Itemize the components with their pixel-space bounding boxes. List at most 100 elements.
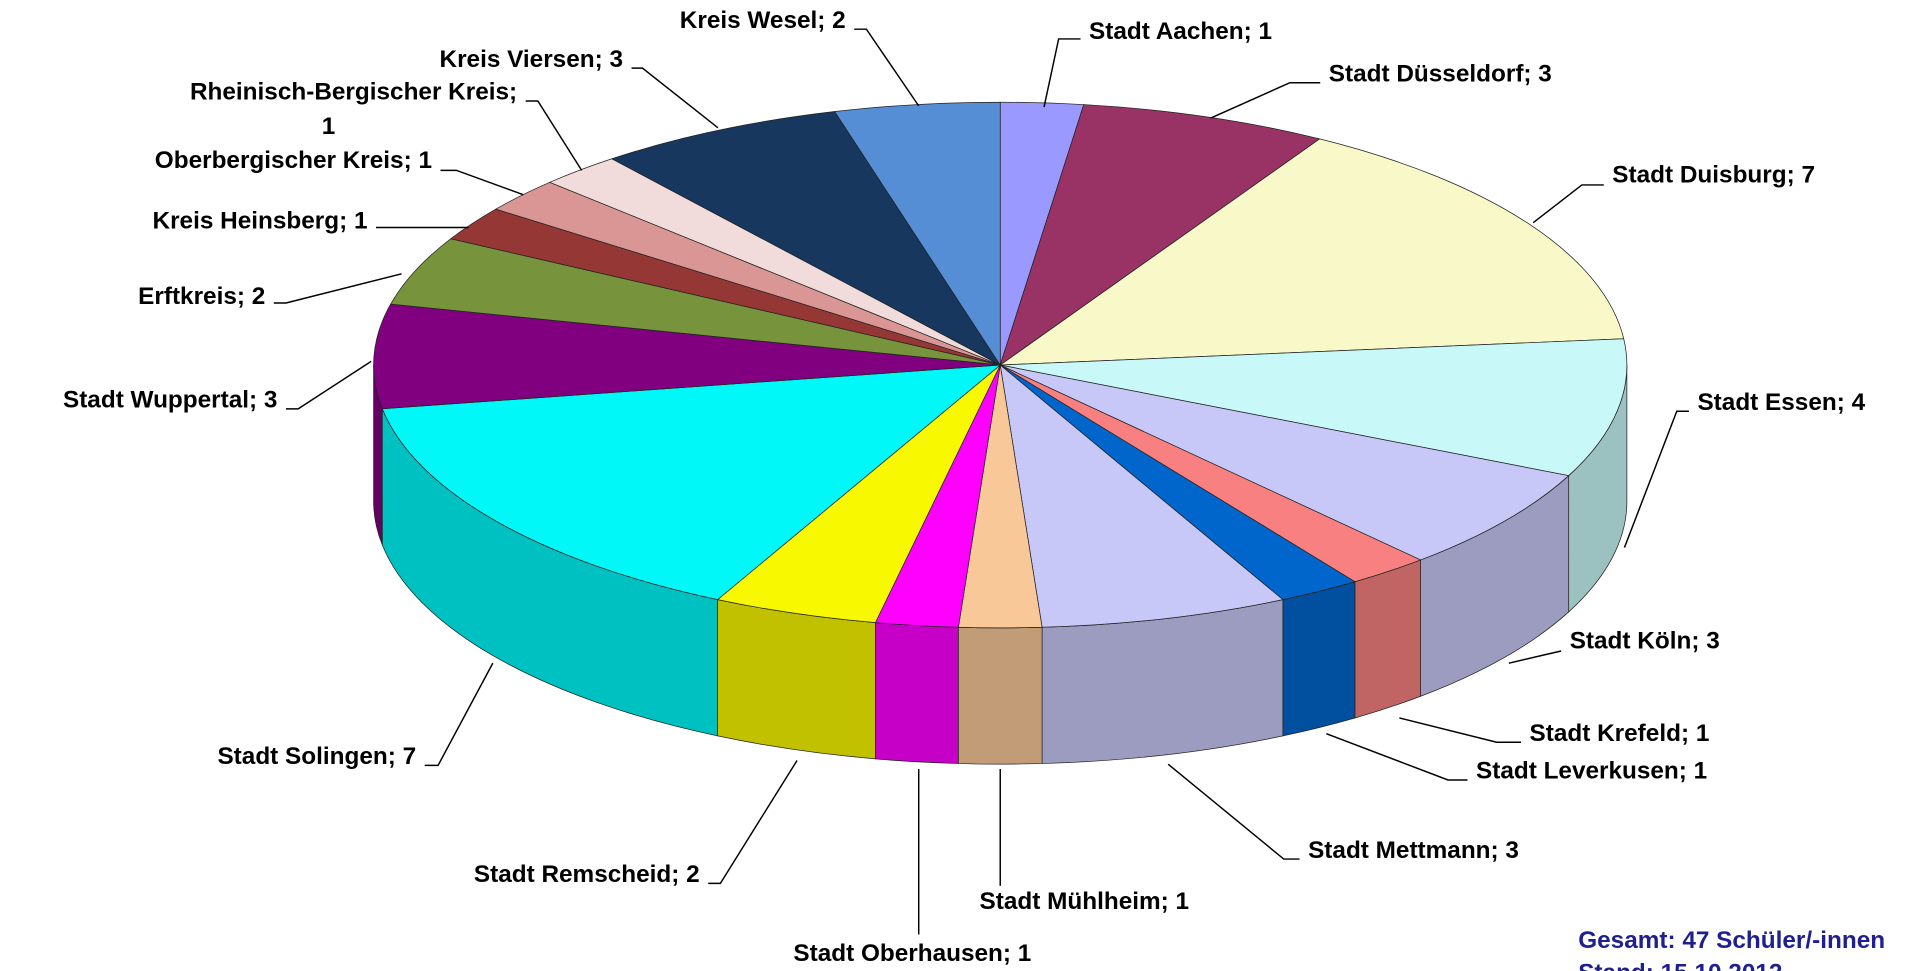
label-value: 1 xyxy=(1694,758,1708,785)
label-name: Erftkreis xyxy=(138,284,237,311)
slice xyxy=(999,104,1321,366)
data-label: Stadt Wuppertal; 3 xyxy=(63,387,277,414)
data-label: Stadt Düsseldorf; 3 xyxy=(1329,61,1552,88)
label-name: Stadt Mettmann xyxy=(1308,837,1490,864)
label-value: 1 xyxy=(1696,720,1710,747)
label-separator: ; xyxy=(1491,837,1506,864)
label-name: Stadt Düsseldorf xyxy=(1329,61,1525,88)
label-value: 3 xyxy=(1706,628,1720,655)
label-name: Stadt Duisburg xyxy=(1612,162,1786,189)
slice-side xyxy=(1354,559,1421,719)
slice xyxy=(834,101,1001,367)
label-name: Kreis Heinsberg xyxy=(153,208,340,235)
label-name: Stadt Aachen xyxy=(1089,18,1244,45)
label-name: Kreis Viersen xyxy=(440,46,595,73)
data-label: 1 xyxy=(322,113,336,140)
data-label: Stadt Remscheid; 2 xyxy=(474,862,700,889)
data-label: Oberbergischer Kreis; 1 xyxy=(155,147,432,174)
data-label: Kreis Heinsberg; 1 xyxy=(153,208,368,235)
label-value: 3 xyxy=(1538,61,1552,88)
label-separator: ; xyxy=(671,862,686,889)
slice xyxy=(716,364,1001,623)
label-value: 2 xyxy=(252,284,266,311)
leader-line xyxy=(854,28,920,107)
label-value: 4 xyxy=(1852,389,1866,416)
data-label: Kreis Viersen; 3 xyxy=(440,46,623,73)
label-value: 1 xyxy=(1018,941,1032,968)
label-separator: ; xyxy=(595,46,610,73)
slice xyxy=(610,111,1001,366)
note: Stand: 15.10.2012 xyxy=(1578,960,1782,971)
label-value: 1 xyxy=(322,113,336,140)
leader-line xyxy=(1532,184,1604,224)
slice xyxy=(381,364,1002,601)
label-value: 7 xyxy=(403,743,417,770)
label-separator: ; xyxy=(1003,941,1018,968)
label-separator: ; xyxy=(1523,61,1538,88)
label-separator: ; xyxy=(509,79,517,106)
slice xyxy=(1000,338,1628,477)
leader-line xyxy=(1210,82,1321,119)
label-name: Stadt Wuppertal xyxy=(63,387,249,414)
label-name: Rheinisch-Bergischer Kreis xyxy=(190,79,509,106)
leader-line xyxy=(1326,733,1468,781)
slice-side xyxy=(875,622,959,764)
leader-line xyxy=(273,273,402,304)
label-value: 2 xyxy=(686,862,700,889)
label-value: 1 xyxy=(418,147,432,174)
data-label: Stadt Essen; 4 xyxy=(1697,389,1865,416)
leader-line xyxy=(708,760,798,885)
label-name: Stadt Mühlheim xyxy=(980,888,1161,915)
leader-line xyxy=(285,360,372,410)
data-label: Stadt Köln; 3 xyxy=(1570,628,1720,655)
slice xyxy=(390,238,1001,366)
label-name: Kreis Wesel xyxy=(680,7,818,34)
data-label: Stadt Solingen; 7 xyxy=(217,743,416,770)
label-separator: ; xyxy=(404,147,419,174)
label-separator: ; xyxy=(817,7,832,34)
data-label: Stadt Mettmann; 3 xyxy=(1308,837,1519,864)
label-separator: ; xyxy=(1161,888,1176,915)
data-label: Stadt Duisburg; 7 xyxy=(1612,162,1815,189)
leader-line xyxy=(1043,38,1081,108)
label-name: Stadt Oberhausen xyxy=(793,941,1003,968)
leader-line xyxy=(440,169,524,196)
label-name: Stadt Leverkusen xyxy=(1476,758,1679,785)
label-separator: ; xyxy=(1787,162,1802,189)
label-separator: ; xyxy=(249,387,264,414)
label-value: 1 xyxy=(354,208,368,235)
label-name: Stadt Essen xyxy=(1697,389,1836,416)
label-separator: ; xyxy=(1244,18,1259,45)
label-value: 3 xyxy=(610,46,624,73)
data-label: Stadt Aachen; 1 xyxy=(1089,18,1272,45)
slice xyxy=(373,303,1001,410)
label-separator: ; xyxy=(388,743,403,770)
label-name: Stadt Köln xyxy=(1570,628,1692,655)
slice xyxy=(999,364,1284,628)
leader-line xyxy=(1623,410,1689,548)
leader-line xyxy=(1508,650,1562,664)
label-name: Stadt Solingen xyxy=(217,743,387,770)
label-value: 1 xyxy=(1176,888,1190,915)
label-name: Stadt Krefeld xyxy=(1530,720,1681,747)
leader-line xyxy=(525,100,583,171)
data-label: Erftkreis; 2 xyxy=(138,284,265,311)
label-value: 3 xyxy=(1505,837,1519,864)
label-name: Stadt Remscheid xyxy=(474,862,671,889)
label-value: 3 xyxy=(264,387,278,414)
label-separator: ; xyxy=(1679,758,1694,785)
slice-side xyxy=(717,599,876,760)
label-separator: ; xyxy=(1691,628,1706,655)
leader-line xyxy=(1167,763,1300,860)
data-label: Stadt Oberhausen; 1 xyxy=(793,941,1031,968)
slice xyxy=(999,138,1625,366)
label-separator: ; xyxy=(1837,389,1852,416)
label-value: 2 xyxy=(832,7,846,34)
slice xyxy=(1000,364,1570,561)
label-value: 7 xyxy=(1802,162,1816,189)
data-label: Stadt Mühlheim; 1 xyxy=(980,888,1190,915)
note: Gesamt: 47 Schüler/-innen xyxy=(1578,927,1885,954)
data-label: Rheinisch-Bergischer Kreis; xyxy=(190,79,517,106)
